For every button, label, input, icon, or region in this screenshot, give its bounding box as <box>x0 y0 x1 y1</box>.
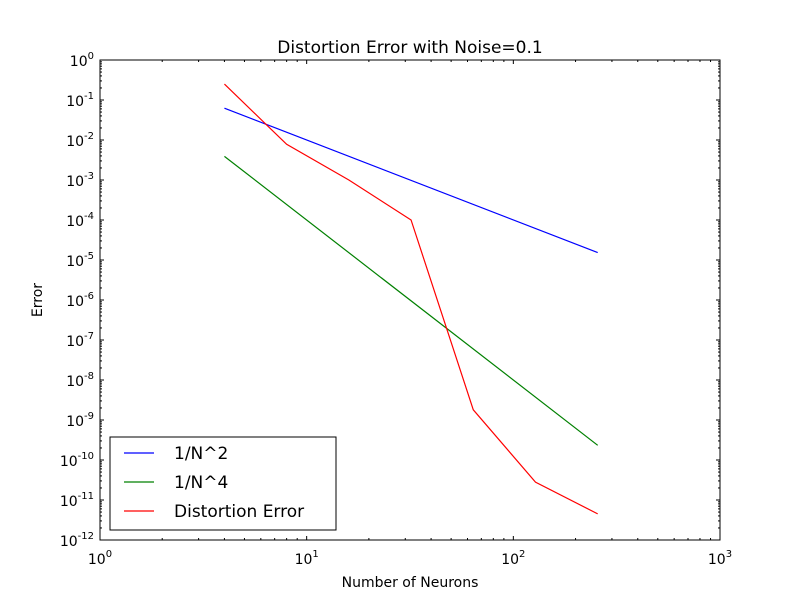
legend: 1/N^2 1/N^4 Distortion Error <box>109 436 337 531</box>
y-tick-label: 10-2 <box>66 131 94 150</box>
x-axis-label: Number of Neurons <box>342 575 479 591</box>
y-tick-labels: 100 10-1 10-2 10-3 10-4 10-5 10-6 10-7 10-8 10-9 1… <box>60 51 94 550</box>
y-tick-label: 10-10 <box>60 451 94 470</box>
legend-label: 1/N^4 <box>174 473 228 493</box>
y-tick-label: 10-4 <box>66 211 94 230</box>
y-tick-label: 100 <box>70 51 94 70</box>
series-line-2 <box>224 83 598 515</box>
x-tick-label: 102 <box>501 549 525 568</box>
chart-title: Distortion Error with Noise=0.1 <box>277 38 542 58</box>
legend-label: 1/N^2 <box>174 444 228 464</box>
series-line-0 <box>224 107 598 254</box>
x-tick-label: 101 <box>295 549 319 568</box>
x-tick-label: 103 <box>708 549 732 568</box>
y-tick-label: 10-3 <box>66 171 94 190</box>
y-tick-label: 10-9 <box>66 411 94 430</box>
y-tick-label: 10-7 <box>66 331 94 350</box>
y-tick-label: 10-11 <box>60 491 94 510</box>
series-lines <box>224 83 599 515</box>
y-tick-label: 10-8 <box>66 371 94 390</box>
axis-ticks <box>99 59 721 541</box>
y-tick-label: 10-12 <box>60 531 94 550</box>
y-tick-label: 10-6 <box>66 291 94 310</box>
series-line-1 <box>224 155 599 446</box>
y-tick-label: 10-5 <box>66 251 94 270</box>
y-axis-label: Error <box>30 283 46 317</box>
x-tick-label: 100 <box>88 549 112 568</box>
legend-label: Distortion Error <box>174 502 304 522</box>
y-tick-label: 10-1 <box>66 91 94 110</box>
x-tick-labels: 100 101 102 103 <box>88 549 732 568</box>
